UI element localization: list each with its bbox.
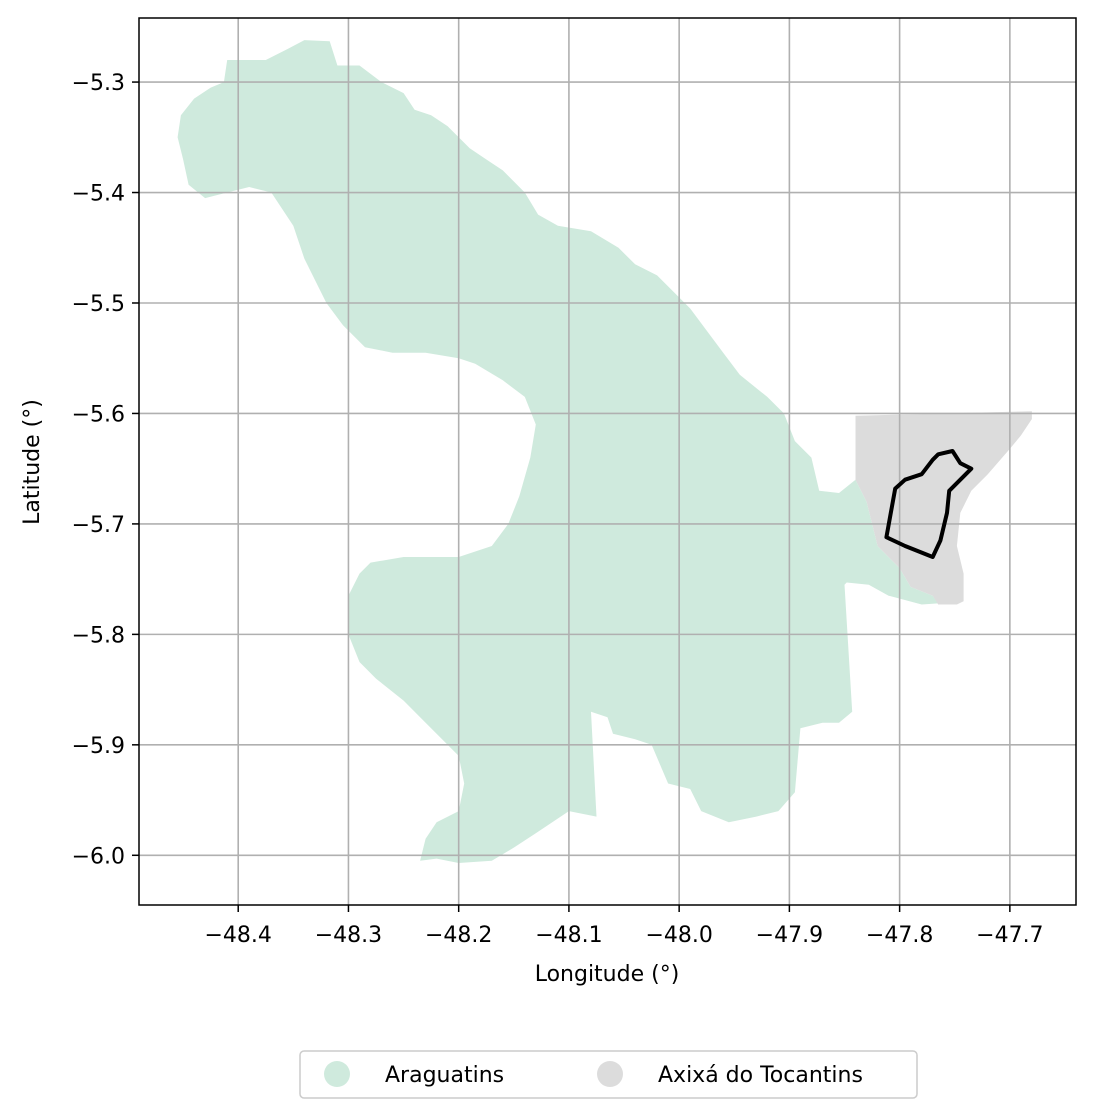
x-tick-label: −48.3 bbox=[315, 923, 382, 948]
legend-label-araguatins: Araguatins bbox=[385, 1063, 504, 1088]
legend-label-axixa: Axixá do Tocantins bbox=[658, 1063, 863, 1088]
region-araguatins bbox=[177, 40, 939, 864]
x-axis-ticks: −48.4 −48.3 −48.2 −48.1 −48.0 −47.9 −47.8 −47.7 bbox=[205, 905, 1044, 948]
y-tick-label: −5.6 bbox=[72, 402, 125, 427]
y-axis-ticks: −5.3 −5.4 −5.5 −5.6 −5.7 −5.8 −5.9 −6.0 bbox=[72, 71, 139, 869]
grid-lines bbox=[139, 18, 1076, 905]
y-tick-label: −5.5 bbox=[72, 292, 125, 317]
x-tick-label: −47.8 bbox=[866, 923, 933, 948]
y-tick-label: −6.0 bbox=[72, 844, 125, 869]
y-tick-label: −5.4 bbox=[72, 182, 125, 207]
legend-marker-araguatins bbox=[324, 1061, 350, 1087]
x-tick-label: −47.9 bbox=[756, 923, 823, 948]
highlight-outline-group bbox=[884, 449, 974, 559]
legend-marker-axixa bbox=[597, 1061, 623, 1087]
y-tick-label: −5.3 bbox=[72, 71, 125, 96]
x-tick-label: −48.0 bbox=[645, 923, 712, 948]
y-tick-label: −5.8 bbox=[72, 623, 125, 648]
y-tick-label: −5.7 bbox=[72, 513, 125, 538]
y-axis-label: Latitude (°) bbox=[20, 399, 45, 525]
x-tick-label: −48.4 bbox=[205, 923, 272, 948]
legend: Araguatins Axixá do Tocantins bbox=[299, 1050, 918, 1099]
x-tick-label: −48.2 bbox=[425, 923, 492, 948]
x-tick-label: −48.1 bbox=[535, 923, 602, 948]
plot-frame bbox=[138, 17, 1077, 906]
x-tick-label: −47.7 bbox=[976, 923, 1043, 948]
highlight-outline bbox=[884, 449, 974, 559]
y-tick-label: −5.9 bbox=[72, 734, 125, 759]
x-axis-label: Longitude (°) bbox=[535, 962, 680, 987]
